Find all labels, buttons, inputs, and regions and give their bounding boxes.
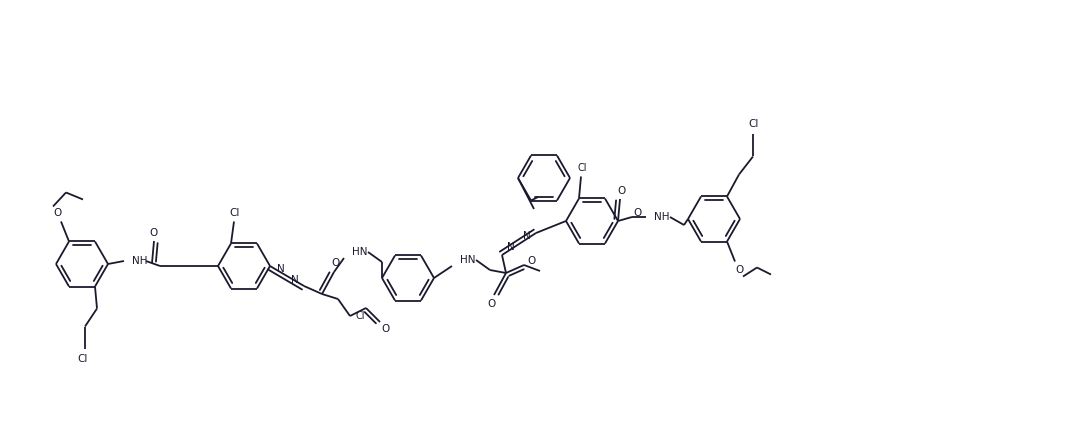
Text: HN: HN <box>460 255 476 265</box>
Text: N: N <box>523 231 531 241</box>
Text: Cl: Cl <box>577 164 587 174</box>
Text: N: N <box>291 275 299 285</box>
Text: Cl: Cl <box>749 119 760 129</box>
Text: O: O <box>618 186 626 196</box>
Text: O: O <box>332 258 340 268</box>
Text: O: O <box>381 324 390 334</box>
Text: NH: NH <box>654 212 669 222</box>
Text: O: O <box>150 228 159 238</box>
Text: N: N <box>507 242 515 252</box>
Text: O: O <box>488 299 496 309</box>
Text: Cl: Cl <box>78 354 88 364</box>
Text: Cl: Cl <box>230 208 241 218</box>
Text: O: O <box>53 208 62 218</box>
Text: HN: HN <box>352 247 368 257</box>
Text: N: N <box>277 264 285 274</box>
Text: O: O <box>528 256 536 266</box>
Text: O: O <box>735 265 743 275</box>
Text: O: O <box>633 208 642 218</box>
Text: Cl: Cl <box>356 311 366 321</box>
Text: NH: NH <box>132 256 148 266</box>
